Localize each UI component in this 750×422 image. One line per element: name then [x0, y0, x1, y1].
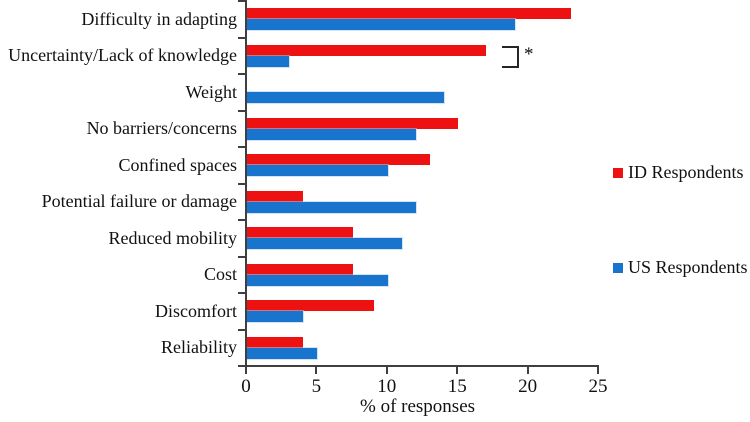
- bar-us-respondents-reliability: [247, 347, 318, 359]
- category-label-weight: Weight: [185, 81, 237, 102]
- y-axis-tick: [238, 219, 245, 221]
- bar-id-respondents-confined-spaces: [247, 154, 430, 165]
- bar-us-respondents-difficulty-in-adapting: [247, 19, 515, 30]
- bar-us-respondents-reduced-mobility: [247, 238, 402, 249]
- bar-us-respondents-potential-failure-or-damage: [247, 201, 416, 213]
- category-label-cost: Cost: [203, 264, 237, 284]
- bar-id-respondents-potential-failure-or-damage: [247, 190, 304, 202]
- x-axis-tick: [385, 367, 388, 374]
- bar-id-respondents-reduced-mobility: [247, 227, 353, 238]
- bar-us-respondents-confined-spaces: [247, 165, 388, 176]
- y-axis-tick: [238, 182, 245, 185]
- legend-entry-us-respondents: US Respondents: [613, 257, 748, 278]
- y-axis-tick: [238, 0, 245, 2]
- x-axis-tick-label-0: 0: [241, 376, 251, 397]
- category-label-no-barriers-concerns: No barriers/concerns: [86, 118, 237, 138]
- x-axis-line: [238, 365, 599, 367]
- bar-us-respondents-discomfort: [247, 311, 304, 322]
- x-axis-tick-label-10: 10: [377, 376, 397, 397]
- legend-swatch-id-respondents: [613, 167, 623, 178]
- category-label-confined-spaces: Confined spaces: [118, 154, 237, 175]
- y-axis-tick: [238, 292, 245, 294]
- bar-id-respondents-reliability: [247, 336, 304, 348]
- x-axis-tick: [526, 367, 529, 374]
- legend-label-id-respondents: ID Respondents: [628, 162, 744, 182]
- legend-label-us-respondents: US Respondents: [628, 257, 748, 277]
- y-axis-tick: [238, 36, 245, 39]
- category-label-discomfort: Discomfort: [155, 300, 237, 321]
- category-label-reduced-mobility: Reduced mobility: [108, 227, 237, 248]
- x-axis-tick: [456, 367, 459, 374]
- y-axis-tick: [238, 146, 245, 148]
- x-axis-title: % of responses: [360, 396, 476, 417]
- y-axis-tick: [238, 328, 245, 331]
- bar-id-respondents-cost: [247, 263, 353, 275]
- y-axis-tick: [238, 109, 245, 112]
- y-axis-tick: [238, 255, 245, 258]
- y-axis-tick: [238, 73, 245, 75]
- x-axis-tick: [597, 367, 599, 374]
- bar-id-respondents-no-barriers-concerns: [247, 117, 459, 129]
- bar-us-respondents-uncertainty-lack-of-knowledge: [247, 55, 290, 67]
- x-axis-tick-label-25: 25: [588, 376, 608, 397]
- legend-entry-id-respondents: ID Respondents: [613, 162, 744, 183]
- significance-asterisk: *: [524, 44, 534, 65]
- category-label-potential-failure-or-damage: Potential failure or damage: [41, 191, 237, 211]
- x-axis-tick: [245, 367, 247, 374]
- x-axis-tick-label-20: 20: [518, 376, 538, 397]
- category-label-reliability: Reliability: [161, 337, 237, 357]
- bar-us-respondents-no-barriers-concerns: [247, 128, 416, 140]
- y-axis-line: [245, 0, 247, 367]
- significance-bracket: [502, 46, 519, 68]
- bar-id-respondents-difficulty-in-adapting: [247, 8, 571, 19]
- x-axis-tick-label-5: 5: [311, 376, 322, 397]
- bar-id-respondents-uncertainty-lack-of-knowledge: [247, 44, 487, 56]
- legend-swatch-us-respondents: [613, 262, 623, 273]
- x-axis-tick: [315, 367, 318, 374]
- bar-us-respondents-cost: [247, 274, 388, 286]
- category-label-uncertainty-lack-of-knowledge: Uncertainty/Lack of knowledge: [8, 45, 237, 65]
- x-axis-tick-label-15: 15: [447, 376, 467, 397]
- bar-id-respondents-discomfort: [247, 300, 374, 311]
- category-label-difficulty-in-adapting: Difficulty in adapting: [81, 8, 237, 29]
- bar-us-respondents-weight: [247, 92, 445, 103]
